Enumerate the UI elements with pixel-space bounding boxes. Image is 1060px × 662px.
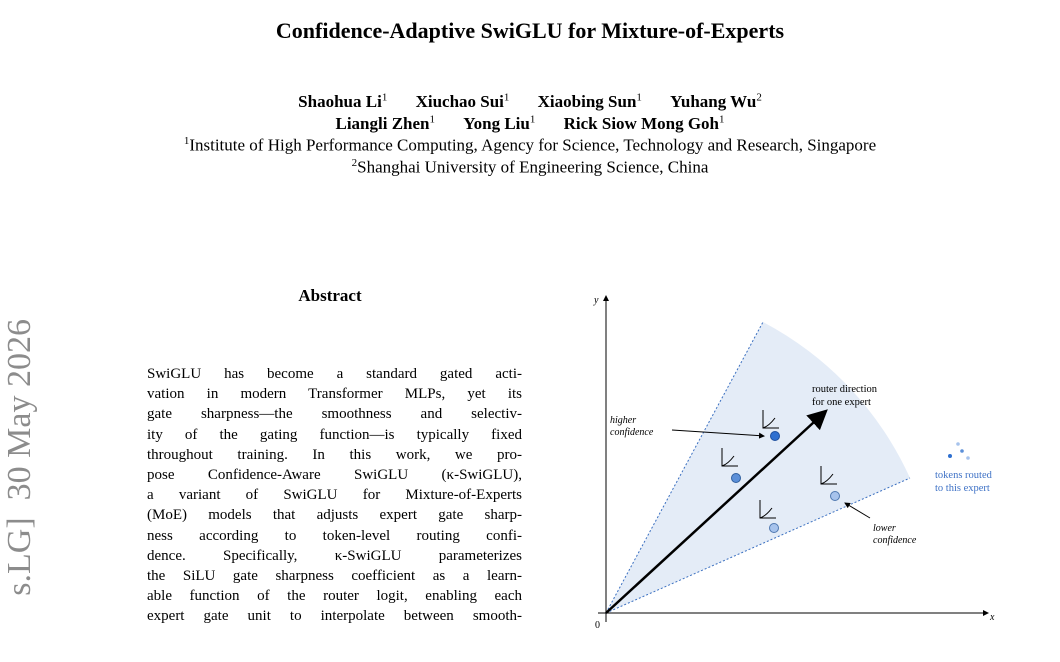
author: Shaohua Li1	[298, 91, 388, 111]
author-line: Liangli Zhen1 Yong Liu1 Rick Siow Mong G…	[0, 113, 1060, 134]
abstract-line: a variant of SwiGLU for Mixture-of-Exper…	[147, 487, 522, 504]
author: Yuhang Wu2	[670, 91, 762, 111]
affiliation: 2Shanghai University of Engineering Scie…	[0, 157, 1060, 178]
affiliation-mark: 2	[351, 157, 358, 169]
abstract-line: dence. Specifically, κ-SwiGLU parameteri…	[147, 547, 522, 564]
legend-label: to this expert	[935, 483, 990, 494]
legend-dot	[956, 442, 960, 446]
router-label: for one expert	[812, 397, 871, 408]
abstract-line: pose Confidence-Aware SwiGLU (κ-SwiGLU),	[147, 467, 522, 484]
author-affiliation: 1	[719, 113, 725, 125]
gate-icons	[721, 410, 837, 519]
pointer	[844, 502, 871, 519]
author-affiliation: 1	[503, 91, 510, 103]
abstract-line: vation in modern Transformer MLPs, yet i…	[147, 386, 522, 403]
author-affiliation: 1	[529, 113, 536, 125]
author: Rick Siow Mong Goh1	[563, 113, 725, 133]
cone-edge	[605, 321, 764, 614]
author-name: Yuhang Wu	[670, 91, 757, 111]
author-affiliation: 2	[756, 91, 762, 103]
affiliation-text: Institute of High Performance Computing,…	[189, 135, 877, 155]
abstract-line: (MoE) models that adjusts expert gate sh…	[147, 507, 522, 524]
abstract-line: ity of the gating function—is typically …	[147, 426, 522, 443]
abstract-line: throughout training. In this work, we pr…	[147, 446, 522, 463]
affiliation-text: Shanghai University of Engineering Scien…	[357, 157, 709, 177]
higher-label: higher	[610, 415, 636, 426]
author-name: Yong Liu	[463, 113, 530, 133]
abstract-line: able function of the router logit, enabl…	[147, 588, 522, 605]
author-name: Shaohua Li	[298, 91, 382, 111]
author-affiliation: 1	[381, 91, 388, 103]
author: Xiuchao Sui1	[415, 91, 510, 111]
author: Xiaobing Sun1	[537, 91, 642, 111]
higher-label: confidence	[610, 427, 654, 438]
author-name: Xiaobing Sun	[537, 91, 637, 111]
origin-label: 0	[595, 620, 600, 631]
cone	[606, 322, 910, 613]
token	[769, 523, 779, 533]
axis-label: x	[989, 612, 995, 623]
router-arrow	[605, 409, 828, 614]
router-label: router direction	[812, 384, 878, 395]
author: Liangli Zhen1	[335, 113, 436, 133]
legend-dot	[966, 456, 970, 460]
paper-title: Confidence-Adaptive SwiGLU for Mixture-o…	[275, 18, 785, 43]
cone-edge	[605, 477, 911, 614]
lower-label: confidence	[873, 535, 917, 546]
abstract-line: ness according to token-level routing co…	[147, 527, 522, 544]
axis-label: y	[593, 295, 599, 306]
author-name: Rick Siow Mong Goh	[563, 113, 720, 133]
token	[731, 473, 741, 483]
lower-label: lower	[873, 523, 896, 534]
author-line: Shaohua Li1 Xiuchao Sui1 Xiaobing Sun1 Y…	[0, 91, 1060, 112]
abstract-line: the SiLU gate sharpness coefficient as a…	[147, 568, 522, 585]
token	[830, 491, 840, 501]
abstract-line: SwiGLU has become a standard gated acti-	[147, 366, 522, 382]
affiliation: 1Institute of High Performance Computing…	[0, 135, 1060, 156]
abstract-body: SwiGLU has become a standard gated acti-…	[147, 364, 522, 627]
legend-dot	[960, 449, 964, 453]
abstract-line: gate sharpness—the smoothness and select…	[147, 406, 522, 423]
pointer	[671, 429, 765, 439]
author-name: Xiuchao Sui	[415, 91, 504, 111]
author-name: Liangli Zhen	[335, 113, 430, 133]
abstract-line: expert gate unit to interpolate between …	[147, 608, 522, 625]
author-affiliation: 1	[429, 113, 436, 125]
legend-label: tokens routed	[935, 470, 993, 481]
token	[770, 431, 780, 441]
author: Yong Liu1	[463, 113, 536, 133]
legend-dot	[948, 454, 952, 458]
affiliation-mark: 1	[183, 135, 190, 147]
author-affiliation: 1	[636, 91, 642, 103]
abstract-heading: Abstract	[298, 286, 362, 305]
